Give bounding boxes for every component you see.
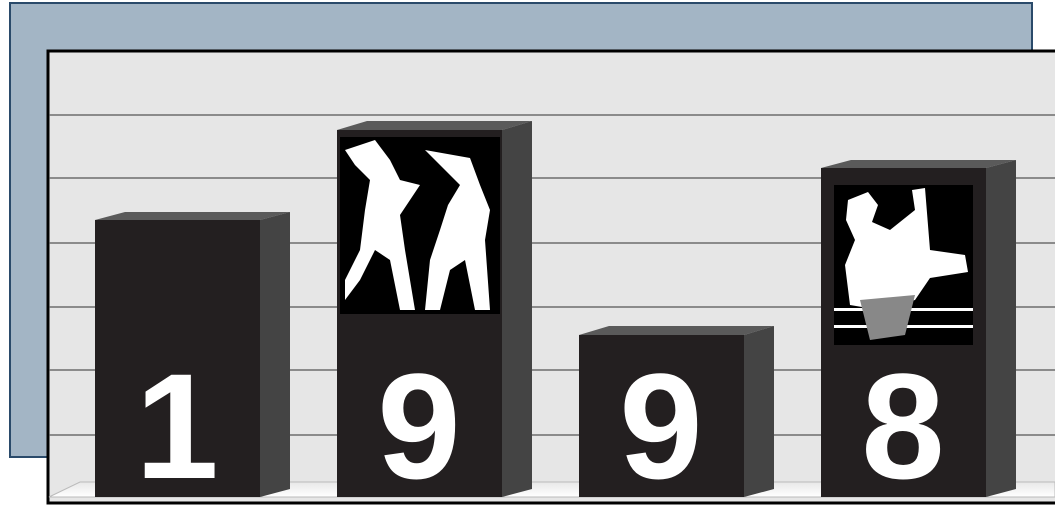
digit: 9 bbox=[377, 342, 460, 505]
digit: 8 bbox=[861, 342, 944, 505]
digit: 9 bbox=[619, 342, 702, 505]
photo bbox=[834, 185, 973, 345]
digit: 1 bbox=[135, 342, 218, 505]
illustration: 1 9 9 8 bbox=[0, 0, 1055, 505]
photo bbox=[340, 137, 500, 314]
